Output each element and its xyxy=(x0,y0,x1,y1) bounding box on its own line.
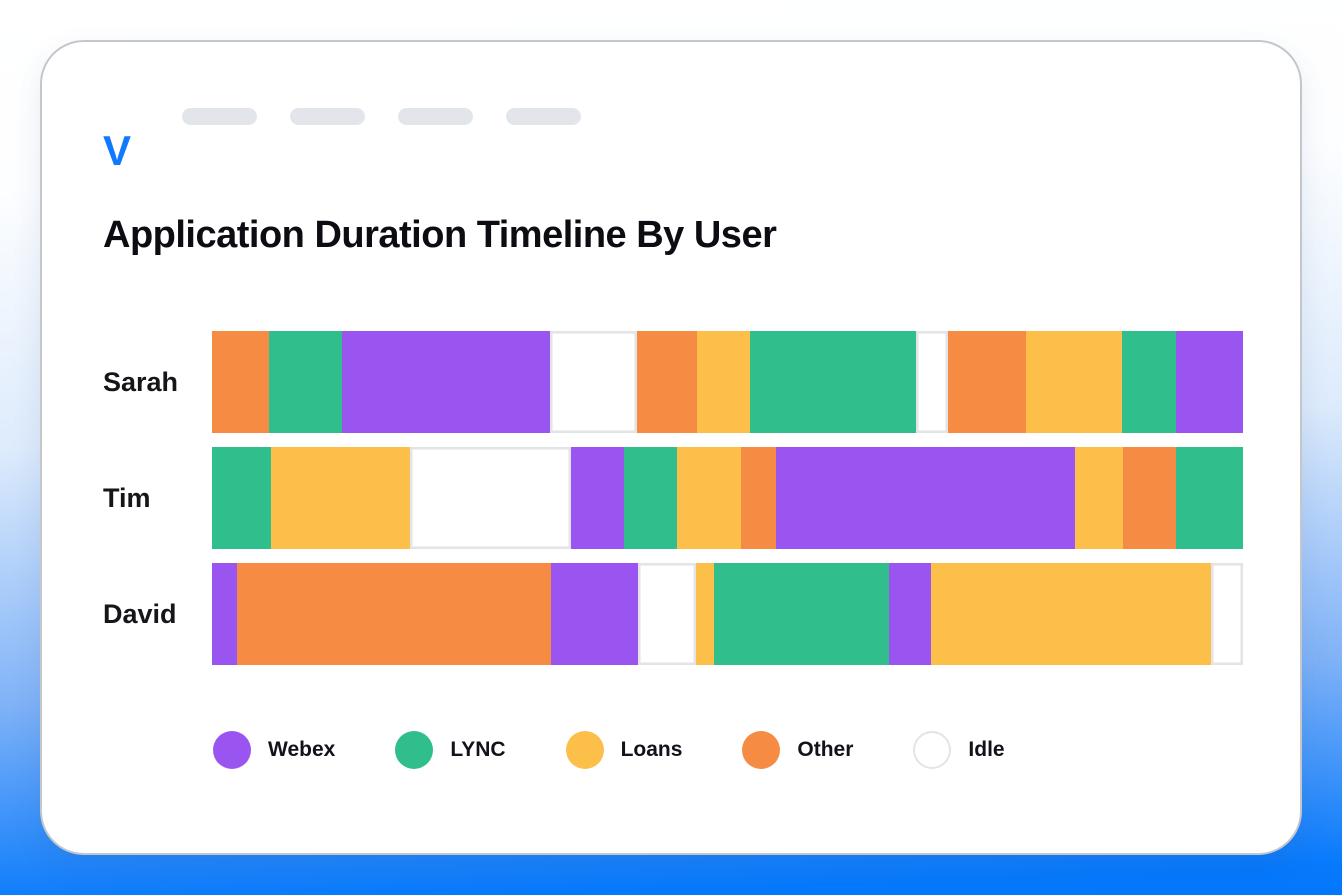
timeline-segment-loans[interactable] xyxy=(1074,447,1124,549)
timeline-segment-loans[interactable] xyxy=(695,563,715,665)
legend-item-idle[interactable]: Idle xyxy=(913,731,1005,769)
timeline-segment-other[interactable] xyxy=(740,447,776,549)
timeline-segment-webex[interactable] xyxy=(551,563,638,665)
legend-item-lync[interactable]: LYNC xyxy=(395,731,506,769)
timeline-segment-lync[interactable] xyxy=(750,331,917,433)
timeline-segment-loans[interactable] xyxy=(696,331,751,433)
timeline-segment-lync[interactable] xyxy=(1175,447,1243,549)
timeline-row: Tim xyxy=(103,447,1243,549)
timeline-segment-other[interactable] xyxy=(636,331,697,433)
timeline-bar xyxy=(212,563,1243,665)
row-label-user: Tim xyxy=(103,482,151,513)
logo-v[interactable]: V xyxy=(103,127,131,174)
timeline-bar xyxy=(212,447,1243,549)
timeline-segment-webex[interactable] xyxy=(775,447,1075,549)
timeline-segment-webex[interactable] xyxy=(341,331,551,433)
legend-color-dot-other xyxy=(742,731,781,769)
legend-item-other[interactable]: Other xyxy=(742,731,853,769)
timeline-segment-loans[interactable] xyxy=(270,447,410,549)
legend-color-dot-loans xyxy=(565,731,604,769)
row-label-user: David xyxy=(103,598,177,629)
timeline-row: Sarah xyxy=(103,331,1243,433)
timeline-segment-idle[interactable] xyxy=(916,331,949,433)
legend-item-webex[interactable]: Webex xyxy=(213,731,335,769)
timeline-segment-loans[interactable] xyxy=(1026,331,1123,433)
timeline-segment-webex[interactable] xyxy=(1175,331,1243,433)
timeline-segment-idle[interactable] xyxy=(637,563,696,665)
timeline-segment-loans[interactable] xyxy=(676,447,741,549)
legend-label: Idle xyxy=(968,738,1005,761)
legend-label: Webex xyxy=(268,738,336,761)
timeline-segment-other[interactable] xyxy=(1123,447,1176,549)
timeline-segment-other[interactable] xyxy=(948,331,1027,433)
timeline-segment-lync[interactable] xyxy=(268,331,342,433)
legend-label: Loans xyxy=(620,738,683,761)
nav-item-placeholder[interactable] xyxy=(506,108,581,125)
timeline-segment-idle[interactable] xyxy=(550,331,637,433)
timeline-segment-webex[interactable] xyxy=(212,563,237,665)
legend-color-dot-lync xyxy=(395,731,434,769)
timeline-segment-lync[interactable] xyxy=(714,563,890,665)
legend-label: Other xyxy=(797,738,854,761)
timeline-segment-other[interactable] xyxy=(236,563,552,665)
nav-item-placeholder[interactable] xyxy=(182,108,257,125)
timeline-segment-lync[interactable] xyxy=(1122,331,1176,433)
nav-placeholder-bar xyxy=(182,108,581,125)
timeline-segment-webex[interactable] xyxy=(889,563,931,665)
legend-color-dot-idle xyxy=(913,731,952,769)
legend-label: LYNC xyxy=(450,738,506,761)
nav-item-placeholder[interactable] xyxy=(290,108,365,125)
timeline-segment-lync[interactable] xyxy=(212,447,271,549)
page-title: Application Duration Timeline By User xyxy=(103,214,777,256)
row-label-user: Sarah xyxy=(103,366,179,397)
timeline-segment-idle[interactable] xyxy=(1210,563,1243,665)
timeline-row: David xyxy=(103,563,1243,665)
timeline-segment-lync[interactable] xyxy=(624,447,677,549)
legend-color-dot-webex xyxy=(213,731,251,769)
dashboard-card: V Application Duration Timeline By User … xyxy=(40,40,1302,855)
timeline-segment-loans[interactable] xyxy=(930,563,1211,665)
timeline-bar xyxy=(212,331,1243,433)
timeline-segment-other[interactable] xyxy=(212,331,269,433)
timeline-chart: Sarah Tim David xyxy=(103,331,1243,679)
legend-item-loans[interactable]: Loans xyxy=(565,731,683,769)
legend: Webex LYNC Loans Other Idle xyxy=(213,731,1005,769)
timeline-segment-webex[interactable] xyxy=(570,447,625,549)
nav-item-placeholder[interactable] xyxy=(398,108,473,125)
timeline-segment-idle[interactable] xyxy=(409,447,571,549)
